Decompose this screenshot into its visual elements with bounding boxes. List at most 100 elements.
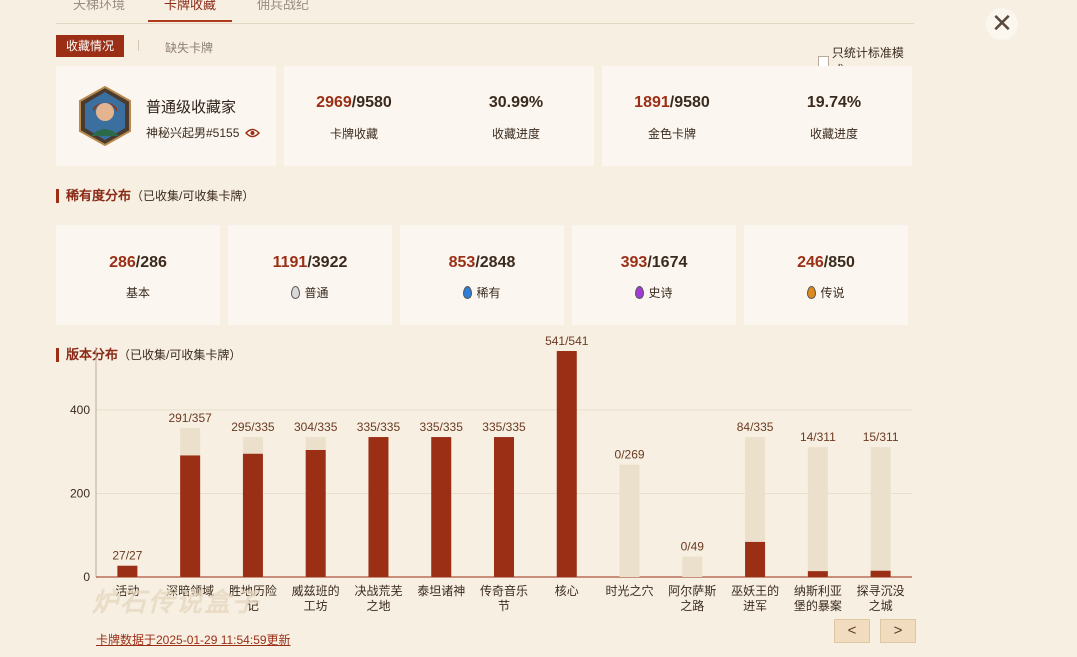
- golden-card-count: 1891/9580: [634, 94, 710, 111]
- x-tick-label: 时光之穴: [606, 583, 654, 598]
- rarity-card-legendary: 246/850 传说: [744, 225, 908, 325]
- bar-value-label: 541/541: [545, 334, 589, 348]
- rarity-card-basic: 286/286 基本: [56, 225, 220, 325]
- card-collection-progress-label: 收藏进度: [491, 127, 540, 141]
- rarity-count: 1191/3922: [272, 254, 348, 271]
- collection-panel: 天梯环境 卡牌收藏 佣兵战纪 收藏情况 缺失卡牌 只统计标准模式 普通级收藏家 …: [56, 0, 916, 657]
- bar-collected: [117, 565, 138, 577]
- y-tick-label: 200: [70, 486, 90, 500]
- legendary-gem-icon: [807, 286, 817, 299]
- x-tick-label: 泰坦诸神: [417, 584, 465, 598]
- rarity-label: 史诗: [572, 284, 736, 301]
- epic-gem-icon: [635, 286, 645, 299]
- version-section-title: 版本分布（已收集/可收集卡牌）: [56, 348, 241, 362]
- rarity-count: 393/1674: [620, 254, 688, 271]
- card-collection-count: 2969/9580: [316, 94, 392, 111]
- bar-value-label: 84/335: [737, 420, 774, 434]
- bar-total: [682, 556, 703, 577]
- bar-value-label: 335/335: [420, 420, 464, 434]
- bar-total: [619, 464, 640, 577]
- chart-next-button[interactable]: >: [880, 619, 916, 643]
- bar-collected: [180, 455, 201, 577]
- rarity-card-epic: 393/1674 史诗: [572, 225, 736, 325]
- data-updated-link[interactable]: 卡牌数据于2025-01-29 11:54:59更新: [96, 633, 291, 647]
- bar-collected: [368, 437, 389, 577]
- x-tick-label: 活动: [115, 584, 139, 598]
- card-collection-progress: 30.99%: [488, 94, 544, 111]
- rarity-count: 246/850: [797, 254, 855, 271]
- y-tick-label: 0: [83, 570, 90, 584]
- golden-card-label: 金色卡牌: [647, 127, 696, 141]
- golden-card-card: 1891/9580 金色卡牌 19.74% 收藏进度: [602, 66, 912, 166]
- x-tick-label: 探寻沉没: [857, 583, 905, 598]
- rarity-count: 853/2848: [448, 254, 516, 271]
- rarity-label: 稀有: [400, 284, 564, 301]
- x-tick-label: 节: [498, 599, 510, 613]
- golden-progress-label: 收藏进度: [809, 127, 858, 141]
- x-tick-label: 深暗领域: [166, 583, 214, 598]
- x-tick-label: 之路: [680, 598, 704, 613]
- collector-rank: 普通级收藏家: [146, 99, 237, 116]
- bar-total: [807, 447, 828, 577]
- x-tick-label: 威兹班的: [292, 583, 340, 598]
- bar-value-label: 27/27: [112, 549, 142, 563]
- bar-value-label: 14/311: [800, 430, 836, 444]
- x-tick-label: 巫妖王的: [731, 583, 779, 598]
- checkbox-box[interactable]: [818, 55, 829, 67]
- bar-collected: [242, 453, 263, 577]
- rarity-label: 传说: [744, 284, 908, 301]
- subtab-divider: [138, 40, 139, 51]
- rarity-count: 286/286: [109, 254, 167, 271]
- rarity-label: 基本: [125, 286, 150, 300]
- x-tick-label: 之地: [366, 599, 390, 613]
- player-name-row: 神秘兴起男#5155: [146, 124, 261, 141]
- avatar[interactable]: [78, 86, 132, 146]
- bar-collected: [431, 437, 452, 577]
- card-collection-card: 2969/9580 卡牌收藏 30.99% 收藏进度: [284, 66, 594, 166]
- x-tick-label: 纳斯利亚: [794, 584, 842, 598]
- golden-progress: 19.74%: [806, 94, 862, 111]
- x-tick-label: 堡的暴案: [794, 598, 842, 613]
- close-icon[interactable]: ✕: [986, 8, 1018, 40]
- y-tick-label: 400: [70, 403, 90, 417]
- bar-value-label: 295/335: [231, 420, 275, 434]
- x-tick-label: 进军: [743, 599, 767, 613]
- x-tick-label: 胜地历险: [229, 583, 277, 598]
- tab-card-collection[interactable]: 卡牌收藏: [148, 0, 232, 22]
- subtab-collection-status[interactable]: 收藏情况: [56, 35, 124, 57]
- x-tick-label: 决战荒芜: [354, 584, 402, 598]
- watermark-logo: 炉石传说盒子: [92, 588, 261, 618]
- chart-prev-button[interactable]: <: [834, 619, 870, 643]
- bar-collected: [494, 437, 514, 577]
- bar-value-label: 335/335: [482, 420, 526, 434]
- bar-collected: [807, 571, 828, 577]
- profile-card: 普通级收藏家 神秘兴起男#5155: [56, 66, 276, 166]
- bar-value-label: 304/335: [294, 420, 338, 434]
- tab-ladder[interactable]: 天梯环境: [73, 0, 126, 12]
- bar-collected: [745, 541, 766, 577]
- player-name: 神秘兴起男#5155: [146, 126, 240, 140]
- x-tick-label: 传奇音乐: [480, 583, 528, 598]
- bar-value-label: 291/357: [168, 411, 212, 425]
- eye-icon[interactable]: [245, 128, 261, 138]
- rarity-label: 普通: [228, 284, 392, 301]
- x-tick-label: 工坊: [304, 598, 328, 613]
- bar-collected: [305, 450, 326, 577]
- tab-bar: 天梯环境 卡牌收藏 佣兵战纪: [56, 0, 914, 24]
- bar-collected: [870, 570, 891, 577]
- x-tick-label: 记: [247, 599, 259, 613]
- bar-total: [870, 447, 891, 577]
- rare-gem-icon: [463, 286, 473, 299]
- subtab-missing-cards[interactable]: 缺失卡牌: [165, 41, 214, 55]
- x-tick-label: 核心: [555, 584, 579, 598]
- tab-mercenaries[interactable]: 佣兵战纪: [257, 0, 310, 12]
- common-gem-icon: [291, 286, 301, 299]
- bar-value-label: 0/269: [615, 448, 645, 462]
- x-tick-label: 之城: [869, 599, 893, 613]
- bar-value-label: 0/49: [681, 540, 705, 554]
- x-tick-label: 阿尔萨斯: [668, 583, 716, 598]
- rarity-card-rare: 853/2848 稀有: [400, 225, 564, 325]
- rarity-card-common: 1191/3922 普通: [228, 225, 392, 325]
- rarity-section-title: 稀有度分布（已收集/可收集卡牌）: [56, 189, 254, 203]
